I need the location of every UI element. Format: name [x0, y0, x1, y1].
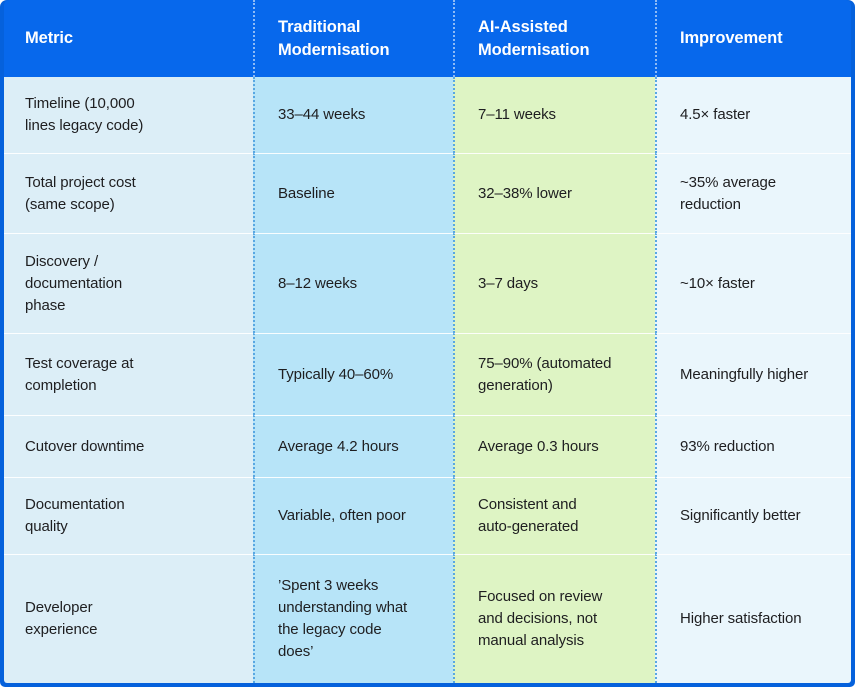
traditional-cell: 33–44 weeks: [253, 77, 453, 153]
improvement-cell: Higher satisfaction: [655, 554, 851, 683]
metric-cell: Discovery / documentation phase: [4, 233, 253, 333]
column-header-ai-assisted: AI-Assisted Modernisation: [453, 0, 655, 77]
column-header-improvement: Improvement: [655, 0, 851, 77]
traditional-cell: Average 4.2 hours: [253, 415, 453, 477]
improvement-cell: 4.5× faster: [655, 77, 851, 153]
traditional-cell: Baseline: [253, 153, 453, 233]
ai-assisted-cell: Focused on review and decisions, not man…: [453, 554, 655, 683]
metric-cell: Documentation quality: [4, 477, 253, 554]
ai-assisted-cell: 32–38% lower: [453, 153, 655, 233]
ai-assisted-cell: Average 0.3 hours: [453, 415, 655, 477]
traditional-cell: Typically 40–60%: [253, 333, 453, 415]
improvement-cell: ~35% average reduction: [655, 153, 851, 233]
metric-cell: Total project cost (same scope): [4, 153, 253, 233]
ai-assisted-cell: Consistent and auto-generated: [453, 477, 655, 554]
improvement-cell: ~10× faster: [655, 233, 851, 333]
metric-cell: Cutover downtime: [4, 415, 253, 477]
metric-cell: Developer experience: [4, 554, 253, 683]
ai-assisted-cell: 3–7 days: [453, 233, 655, 333]
column-header-metric: Metric: [4, 0, 253, 77]
improvement-cell: Significantly better: [655, 477, 851, 554]
metric-cell: Timeline (10,000 lines legacy code): [4, 77, 253, 153]
column-header-traditional: Traditional Modernisation: [253, 0, 453, 77]
improvement-cell: 93% reduction: [655, 415, 851, 477]
comparison-table: Metric Traditional Modernisation AI-Assi…: [4, 0, 851, 683]
improvement-cell: Meaningfully higher: [655, 333, 851, 415]
metric-cell: Test coverage at completion: [4, 333, 253, 415]
traditional-cell: ’Spent 3 weeks understanding what the le…: [253, 554, 453, 683]
traditional-cell: Variable, often poor: [253, 477, 453, 554]
ai-assisted-cell: 7–11 weeks: [453, 77, 655, 153]
ai-assisted-cell: 75–90% (automated generation): [453, 333, 655, 415]
traditional-cell: 8–12 weeks: [253, 233, 453, 333]
